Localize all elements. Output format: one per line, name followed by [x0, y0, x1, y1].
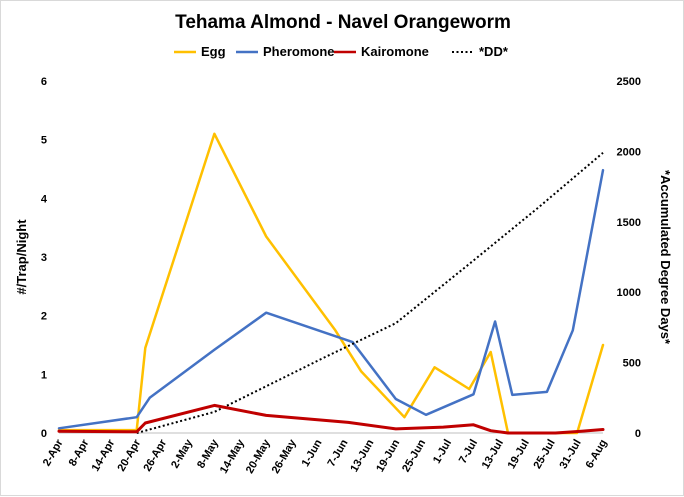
legend-label: Kairomone — [361, 44, 429, 59]
series-line-dd — [136, 152, 604, 434]
y-tick-label: 1 — [41, 369, 47, 381]
x-tick-label: 2-Apr — [41, 437, 66, 468]
y-tick-label: 3 — [41, 252, 47, 264]
legend-label: *DD* — [479, 44, 509, 59]
y-tick-label: 2 — [41, 311, 47, 323]
x-tick-label: 25-Jun — [400, 437, 428, 474]
legend: Egg Pheromone Kairomone *DD* — [174, 44, 509, 59]
y2-tick-label: 500 — [623, 358, 641, 370]
series-layer — [57, 132, 605, 435]
series-line-egg — [57, 132, 605, 435]
y-axis-label: #/Trap/Night — [14, 219, 29, 295]
y2-axis-ticks: 0 500 1000 1500 2000 2500 — [617, 76, 641, 440]
y-tick-label: 0 — [41, 428, 47, 440]
y2-tick-label: 0 — [635, 428, 641, 440]
y2-tick-label: 2500 — [617, 76, 641, 88]
x-tick-label: 7-Jun — [325, 437, 350, 469]
x-tick-label: 13-Jun — [348, 437, 376, 474]
x-tick-label: 31-Jul — [557, 438, 583, 472]
x-tick-label: 19-Jul — [506, 438, 532, 472]
y-tick-label: 5 — [41, 135, 47, 147]
x-tick-label: 8-May — [195, 437, 221, 471]
legend-label: Pheromone — [263, 44, 335, 59]
series-line-kairomone — [57, 403, 605, 435]
x-tick-label: 6-Aug — [584, 438, 610, 471]
y-axis-ticks: 0 1 2 3 4 5 6 — [41, 76, 48, 440]
x-tick-label: 26-Apr — [141, 437, 169, 474]
x-tick-label: 1-Jun — [300, 437, 325, 469]
y2-axis-label: *Accumulated Degree Days* — [658, 170, 673, 345]
legend-label: Egg — [201, 44, 226, 59]
y-tick-label: 4 — [41, 193, 48, 205]
series-line-pheromone — [57, 168, 605, 430]
x-tick-label: 19-Jun — [374, 437, 402, 474]
x-tick-label: 7-Jul — [457, 438, 480, 466]
x-tick-label: 26-May — [270, 437, 299, 476]
y-tick-label: 6 — [41, 76, 47, 88]
x-tick-label: 1-Jul — [431, 438, 454, 466]
y2-tick-label: 1500 — [617, 217, 641, 229]
y2-tick-label: 1000 — [617, 287, 641, 299]
y2-tick-label: 2000 — [617, 146, 641, 158]
x-tick-label: 25-Jul — [531, 438, 557, 472]
x-tick-label: 2-May — [169, 437, 195, 471]
chart-title: Tehama Almond - Navel Orangeworm — [175, 12, 511, 33]
x-tick-label: 8-Apr — [67, 437, 92, 468]
x-tick-label: 14-Apr — [90, 437, 118, 474]
x-tick-label: 20-Apr — [115, 437, 143, 474]
x-tick-label: 13-Jul — [480, 438, 506, 472]
